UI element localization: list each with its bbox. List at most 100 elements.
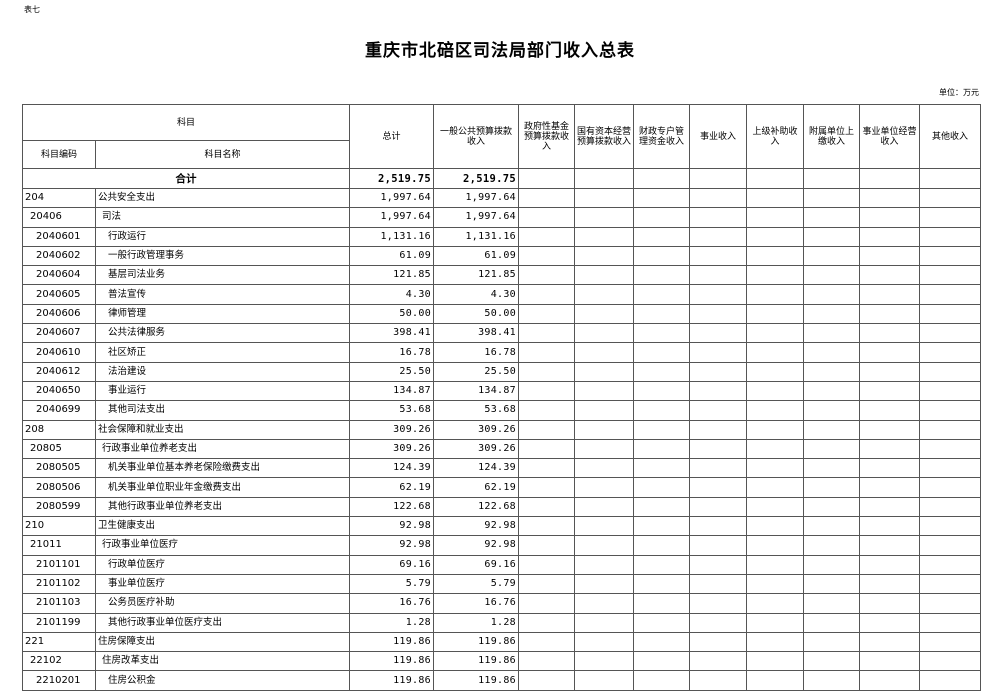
- total-label: 合计: [21, 168, 351, 189]
- page-title: 重庆市北碚区司法局部门收入总表: [365, 41, 635, 61]
- row-general: 119.86: [433, 651, 520, 672]
- subject-code: 2040604: [22, 265, 96, 286]
- empty-cell: [859, 670, 921, 691]
- empty-cell: [803, 187, 861, 209]
- empty-cell: [689, 361, 748, 382]
- empty-cell: [859, 438, 921, 460]
- total-sum: 2,519.75: [349, 168, 435, 189]
- subject-name: 住房公积金: [94, 670, 351, 691]
- empty-cell: [574, 168, 635, 189]
- empty-cell: [746, 265, 805, 286]
- empty-cell: [746, 438, 805, 460]
- empty-cell: [803, 670, 861, 691]
- empty-cell: [518, 303, 576, 325]
- empty-cell: [518, 631, 576, 653]
- empty-cell: [689, 496, 748, 518]
- row-total: 16.76: [349, 593, 435, 614]
- empty-cell: [803, 342, 861, 363]
- subject-code: 204: [22, 187, 96, 209]
- empty-cell: [633, 458, 691, 479]
- table-row: 2101102 事业单位医疗 5.79 5.79: [22, 573, 982, 595]
- empty-cell: [919, 303, 982, 325]
- empty-cell: [518, 419, 576, 440]
- row-total: 4.30: [349, 284, 435, 305]
- empty-cell: [689, 554, 748, 575]
- header-col-1: 一般公共预算拨款收入: [433, 104, 520, 169]
- empty-cell: [689, 535, 748, 556]
- subject-name: 司法: [94, 207, 351, 228]
- empty-cell: [633, 380, 691, 402]
- row-general: 61.09: [433, 245, 520, 267]
- subject-name: 机关事业单位职业年金缴费支出: [94, 477, 351, 498]
- subject-name: 其他行政事业单位医疗支出: [94, 612, 351, 633]
- empty-cell: [689, 419, 748, 440]
- subject-code: 2040605: [22, 284, 96, 305]
- total-general: 2,519.75: [433, 168, 520, 189]
- empty-cell: [518, 438, 576, 460]
- subject-code: 221: [22, 631, 96, 653]
- empty-cell: [574, 554, 635, 575]
- subject-name: 其他司法支出: [94, 400, 351, 421]
- empty-cell: [689, 168, 748, 189]
- empty-cell: [859, 323, 921, 344]
- subject-name: 行政事业单位医疗: [94, 535, 351, 556]
- empty-cell: [803, 496, 861, 518]
- row-general: 124.39: [433, 458, 520, 479]
- empty-cell: [803, 361, 861, 382]
- row-general: 122.68: [433, 496, 520, 518]
- empty-cell: [633, 361, 691, 382]
- empty-cell: [574, 284, 635, 305]
- empty-cell: [689, 323, 748, 344]
- empty-cell: [746, 187, 805, 209]
- empty-cell: [574, 670, 635, 691]
- empty-cell: [689, 573, 748, 595]
- row-general: 119.86: [433, 631, 520, 653]
- row-general: 5.79: [433, 573, 520, 595]
- empty-cell: [919, 207, 982, 228]
- subject-code: 2040606: [22, 303, 96, 325]
- header-col-4: 财政专户管理资金收入: [633, 104, 691, 169]
- row-total: 61.09: [349, 245, 435, 267]
- empty-cell: [574, 573, 635, 595]
- empty-cell: [746, 419, 805, 440]
- table-row: 2080505 机关事业单位基本养老保险缴费支出 124.39 124.39: [22, 458, 982, 479]
- empty-cell: [689, 516, 748, 537]
- empty-cell: [859, 207, 921, 228]
- empty-cell: [746, 168, 805, 189]
- empty-cell: [633, 419, 691, 440]
- table-row: 2040612 法治建设 25.50 25.50: [22, 361, 982, 382]
- subject-code: 2101103: [22, 593, 96, 614]
- empty-cell: [746, 284, 805, 305]
- empty-cell: [746, 593, 805, 614]
- subject-name: 社会保障和就业支出: [94, 419, 351, 440]
- empty-cell: [746, 380, 805, 402]
- empty-cell: [803, 226, 861, 247]
- row-total: 119.86: [349, 631, 435, 653]
- empty-cell: [859, 380, 921, 402]
- table-row: 2040602 一般行政管理事务 61.09 61.09: [22, 245, 982, 267]
- empty-cell: [746, 342, 805, 363]
- empty-cell: [574, 458, 635, 479]
- empty-cell: [919, 342, 982, 363]
- empty-cell: [803, 245, 861, 267]
- empty-cell: [746, 361, 805, 382]
- header-code: 科目编码: [22, 140, 96, 169]
- empty-cell: [803, 516, 861, 537]
- table-row: 2040606 律师管理 50.00 50.00: [22, 303, 982, 325]
- table-row: 2080506 机关事业单位职业年金缴费支出 62.19 62.19: [22, 477, 982, 498]
- empty-cell: [518, 516, 576, 537]
- row-general: 1,131.16: [433, 226, 520, 247]
- table-row: 208 社会保障和就业支出 309.26 309.26: [22, 419, 982, 440]
- empty-cell: [574, 245, 635, 267]
- empty-cell: [746, 573, 805, 595]
- empty-cell: [633, 554, 691, 575]
- row-total: 5.79: [349, 573, 435, 595]
- empty-cell: [518, 400, 576, 421]
- empty-cell: [859, 168, 921, 189]
- empty-cell: [859, 303, 921, 325]
- empty-cell: [859, 342, 921, 363]
- empty-cell: [574, 438, 635, 460]
- empty-cell: [518, 380, 576, 402]
- empty-cell: [746, 631, 805, 653]
- empty-cell: [859, 593, 921, 614]
